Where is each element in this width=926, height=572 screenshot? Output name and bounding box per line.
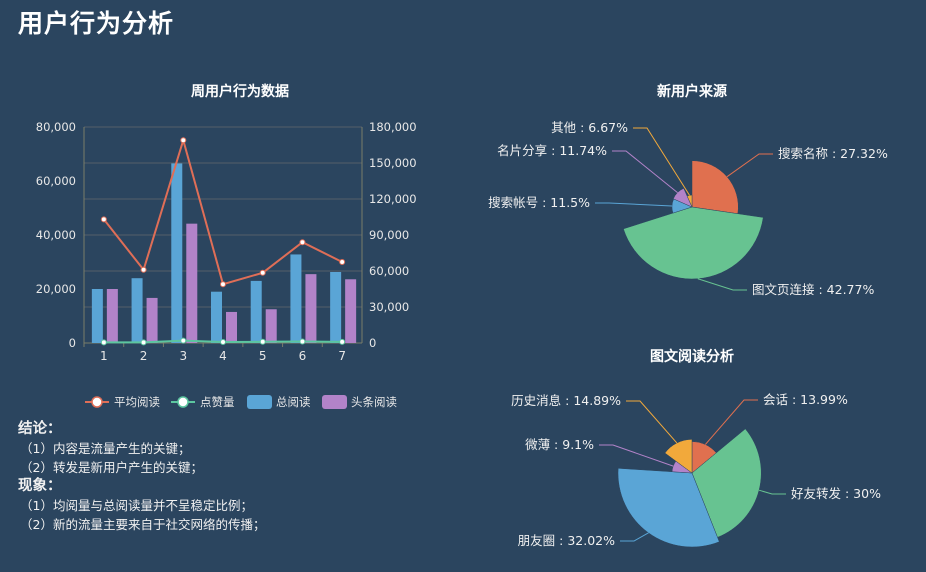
x-axis-tick-label: 5 bbox=[259, 349, 267, 363]
avg-read-line bbox=[103, 136, 343, 286]
x-axis-tick-label: 2 bbox=[140, 349, 148, 363]
legend-label: 头条阅读 bbox=[351, 395, 397, 409]
pie-leader-line bbox=[697, 278, 747, 291]
x-axis-tick-label: 4 bbox=[219, 349, 227, 363]
page-title: 用户行为分析 bbox=[18, 9, 175, 38]
pie-label: 历史消息 : 14.89% bbox=[511, 393, 621, 408]
pie-slice bbox=[664, 439, 693, 474]
pie-leader-line bbox=[612, 150, 678, 193]
pie-label: 搜索帐号 : 11.5% bbox=[488, 195, 590, 210]
pie-label: 好友转发 : 30% bbox=[791, 486, 881, 501]
legend-marker-icon bbox=[177, 396, 189, 408]
bar-total-read bbox=[250, 280, 262, 343]
legend-label: 平均阅读 bbox=[114, 395, 160, 409]
line-point bbox=[220, 281, 226, 288]
pie-leader-line bbox=[726, 153, 773, 178]
bar-headline-read bbox=[106, 289, 118, 343]
line-point bbox=[180, 137, 187, 144]
legend-marker-icon bbox=[91, 396, 103, 408]
pie-slice bbox=[691, 428, 762, 538]
conclusion-item: （2）转发是新用户产生的关键； bbox=[20, 460, 203, 475]
legend-swatch-icon bbox=[247, 395, 272, 409]
right-axis-tick-label: 150,000 bbox=[369, 156, 417, 170]
bar-total-read bbox=[91, 289, 103, 343]
right-axis-tick-label: 0 bbox=[369, 336, 376, 350]
pie-label: 名片分享 : 11.74% bbox=[497, 143, 607, 158]
legend-label: 总阅读 bbox=[276, 395, 311, 409]
pie-leader-line bbox=[758, 489, 786, 495]
x-axis-tick-label: 1 bbox=[100, 349, 108, 363]
pie-chart-title: 新用户来源 bbox=[657, 83, 727, 100]
bar-headline-read bbox=[186, 223, 198, 343]
pie-label: 搜索名称 : 27.32% bbox=[778, 146, 888, 161]
legend-swatch-icon bbox=[322, 395, 347, 409]
pie-leader-line bbox=[705, 399, 758, 445]
bar-total-read bbox=[330, 271, 342, 343]
left-axis-tick-label: 20,000 bbox=[36, 282, 76, 296]
conclusion-item: （1）内容是流量产生的关键； bbox=[20, 441, 191, 456]
line-point bbox=[140, 339, 147, 346]
line-point bbox=[339, 338, 346, 345]
pie-leader-line bbox=[595, 202, 673, 207]
right-axis-tick-label: 180,000 bbox=[369, 120, 417, 134]
x-axis-tick-label: 7 bbox=[338, 349, 346, 363]
pie-label: 会话 : 13.99% bbox=[763, 392, 848, 407]
notes-panel: 结论： （1）内容是流量产生的关键； （2）转发是新用户产生的关键； 现象： （… bbox=[18, 420, 265, 534]
right-axis-tick-label: 120,000 bbox=[369, 192, 417, 206]
line-point bbox=[299, 338, 306, 345]
left-axis-tick-label: 40,000 bbox=[36, 228, 76, 242]
line-point bbox=[100, 216, 107, 223]
x-axis-tick-label: 6 bbox=[299, 349, 307, 363]
phenomenon-item: （2）新的流量主要来自于社交网络的传播； bbox=[20, 517, 266, 532]
pie-slice bbox=[623, 206, 764, 280]
pie-label: 微薄 : 9.1% bbox=[525, 437, 594, 452]
conclusion-heading: 结论： bbox=[18, 421, 62, 437]
pie-label: 其他 : 6.67% bbox=[551, 120, 628, 135]
left-axis-tick-label: 60,000 bbox=[36, 174, 76, 188]
bar-total-read bbox=[131, 278, 143, 343]
bar-headline-read bbox=[226, 311, 237, 343]
right-axis-tick-label: 30,000 bbox=[369, 300, 409, 314]
line-point bbox=[259, 269, 266, 276]
line-point bbox=[100, 339, 107, 346]
pie-slice bbox=[691, 160, 739, 215]
bar-headline-read bbox=[345, 279, 357, 343]
x-axis-tick-label: 3 bbox=[179, 349, 187, 363]
phenomenon-item: （1）均阅量与总阅读量并不呈稳定比例； bbox=[20, 498, 253, 513]
bar-total-read bbox=[211, 291, 222, 343]
line-point bbox=[339, 259, 346, 265]
pie-leader-line bbox=[620, 532, 649, 542]
bar-chart-title: 周用户行为数据 bbox=[191, 83, 289, 100]
left-axis-tick-label: 80,000 bbox=[36, 120, 76, 134]
line-point bbox=[259, 338, 266, 345]
pie-label: 朋友圈 : 32.02% bbox=[518, 533, 615, 548]
line-point bbox=[140, 266, 147, 273]
bar-headline-read bbox=[146, 297, 158, 343]
legend-label: 点赞量 bbox=[200, 395, 235, 409]
bar-total-read bbox=[290, 254, 302, 343]
right-axis-tick-label: 60,000 bbox=[369, 264, 409, 278]
line-point bbox=[299, 239, 306, 246]
pie-leader-line bbox=[633, 127, 690, 196]
pie-leader-line bbox=[626, 400, 678, 444]
left-axis-tick-label: 0 bbox=[69, 336, 76, 350]
line-point bbox=[180, 337, 187, 344]
bar-headline-read bbox=[305, 274, 317, 343]
pie-label: 图文页连接 : 42.77% bbox=[752, 282, 874, 297]
line-point bbox=[220, 339, 226, 346]
right-axis-tick-label: 90,000 bbox=[369, 228, 409, 242]
pie-slice bbox=[617, 468, 720, 548]
pie-leader-line bbox=[599, 444, 674, 467]
pie-slice bbox=[672, 188, 693, 208]
bar-total-read bbox=[171, 163, 183, 343]
bar-headline-read bbox=[265, 309, 277, 343]
phenomenon-heading: 现象： bbox=[18, 478, 62, 494]
pie-chart-title: 图文阅读分析 bbox=[650, 348, 734, 365]
